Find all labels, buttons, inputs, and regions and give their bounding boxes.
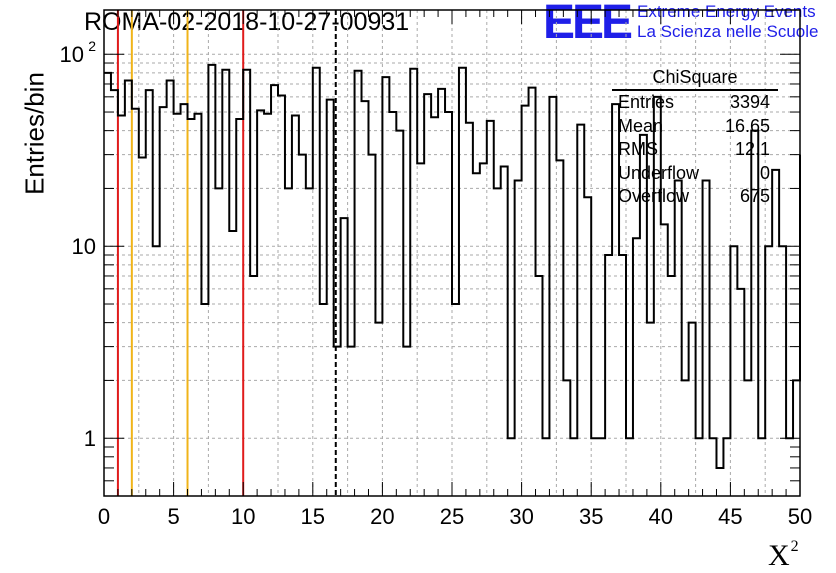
stats-value: 0	[759, 162, 770, 183]
stats-row: Entries 3394	[618, 92, 770, 114]
stats-value: 16.65	[724, 115, 770, 136]
stats-value: 12.1	[734, 139, 770, 159]
stats-box-rule	[612, 89, 778, 91]
x-tick-label: 25	[440, 504, 464, 529]
stats-box-name: ChiSquare	[652, 67, 738, 87]
y-tick-exponent: 2	[88, 38, 96, 54]
x-tick-label: 35	[579, 504, 603, 529]
stats-box: ChiSquare Entries 3394 Mean 16.65 RMS 12.1 Und…	[612, 67, 778, 207]
stats-row: Underflow 0	[618, 163, 770, 185]
y-tick-label: 1	[84, 426, 96, 451]
stats-label: Overflow	[618, 186, 690, 206]
x-tick-label: 10	[231, 504, 255, 529]
stats-label: Underflow	[618, 162, 700, 183]
logo-line-2: La Scienza nelle Scuole	[637, 22, 819, 41]
y-tick-label: 10	[60, 42, 84, 67]
x-tick-label: 15	[301, 504, 325, 529]
logo-text: Extreme Energy Events La Scienza nelle S…	[637, 2, 818, 42]
stats-label: RMS	[618, 139, 658, 159]
histogram-line	[104, 63, 801, 469]
x-tick-label: 0	[98, 504, 110, 529]
stats-value: 3394	[729, 92, 770, 112]
eee-logo: EEE	[543, 0, 633, 49]
stats-row: Mean 16.65	[618, 116, 770, 138]
x-tick-label: 40	[649, 504, 673, 529]
x-tick-label: 20	[370, 504, 394, 529]
x-tick-label: 45	[718, 504, 742, 529]
x-axis-label-base: X	[768, 539, 790, 572]
x-tick-label: 5	[167, 504, 179, 529]
stats-label: Entries	[618, 92, 675, 112]
stats-label: Mean	[618, 115, 664, 136]
stats-value: 675	[739, 186, 770, 206]
x-axis-label: X2	[768, 538, 799, 573]
stats-row: RMS 12.1	[618, 139, 770, 161]
stats-row: Overflow 675	[618, 186, 770, 208]
x-axis-label-superscript: 2	[790, 538, 799, 555]
logo-line-1: Extreme Energy Events	[637, 2, 816, 21]
x-tick-label: 50	[788, 504, 812, 529]
y-tick-label: 10	[72, 234, 96, 259]
x-tick-label: 30	[509, 504, 533, 529]
